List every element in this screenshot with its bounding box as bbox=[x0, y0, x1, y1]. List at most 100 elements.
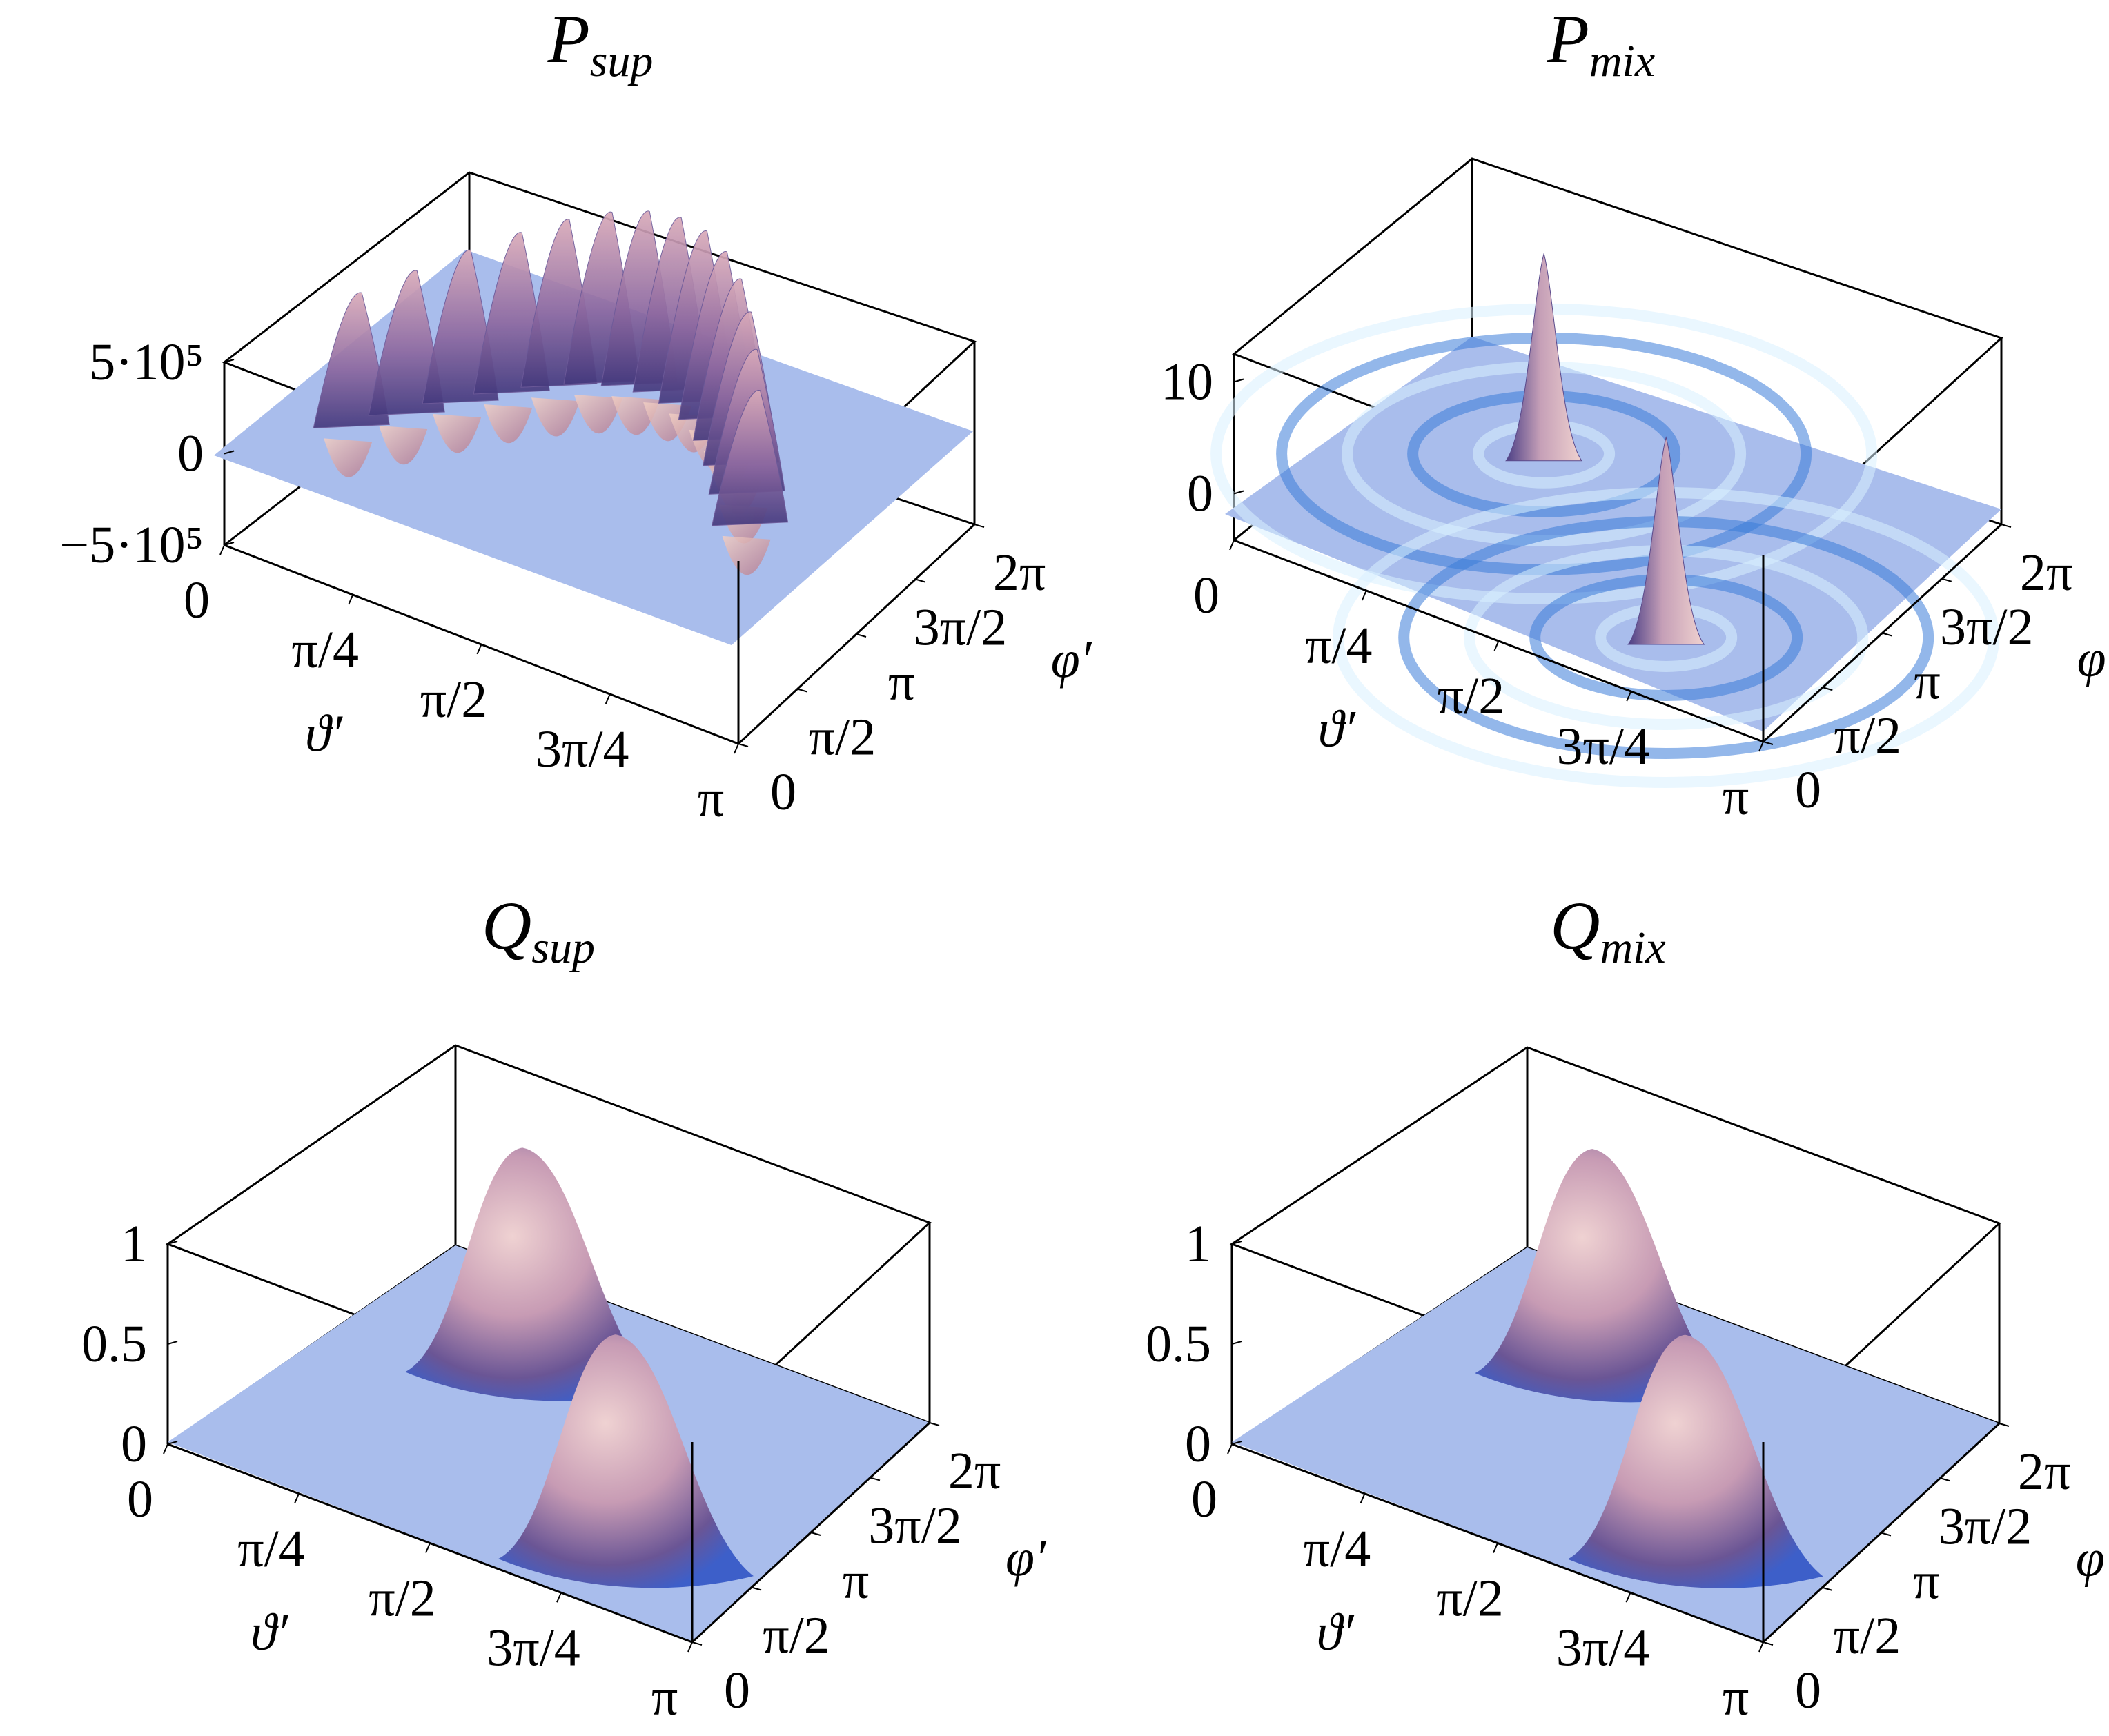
phi-axis-label: φ′ bbox=[2077, 630, 2109, 688]
theta-tick-mark bbox=[1493, 640, 1500, 651]
phi-tick-mark bbox=[929, 1422, 940, 1426]
phi-tick-mark bbox=[870, 1477, 881, 1481]
phi-tick-label: 3π/2 bbox=[1939, 1497, 2032, 1555]
theta-tick-label: 0 bbox=[127, 1470, 153, 1528]
phi-tick-mark bbox=[1822, 687, 1833, 691]
theta-tick-label: π bbox=[1723, 1668, 1749, 1726]
theta-tick-mark bbox=[1626, 691, 1632, 702]
z-tick-label: 1 bbox=[1185, 1215, 1211, 1273]
phi-axis-label: φ′ bbox=[1006, 1529, 1047, 1587]
z-tick-label: 0 bbox=[1185, 1415, 1211, 1473]
z-tick-label: 0 bbox=[121, 1415, 147, 1473]
surface-ridge-trough bbox=[531, 397, 580, 437]
phi-tick-label: 3π/2 bbox=[1940, 598, 2034, 656]
theta-tick-mark bbox=[1361, 590, 1367, 601]
z-tick-mark bbox=[1233, 378, 1244, 383]
theta-tick-mark bbox=[687, 1641, 693, 1653]
phi-tick-label: 2π bbox=[2020, 544, 2072, 602]
phi-tick-mark bbox=[810, 1532, 821, 1536]
phi-tick-mark bbox=[797, 688, 807, 693]
surface-ridge-trough bbox=[324, 438, 373, 477]
phi-tick-label: π/2 bbox=[1834, 1607, 1901, 1665]
surface-ridge-trough bbox=[379, 425, 428, 465]
phi-tick-mark bbox=[1763, 1641, 1774, 1646]
theta-tick-label: π/4 bbox=[1304, 1520, 1371, 1578]
theta-tick-mark bbox=[734, 743, 739, 754]
theta-tick-mark bbox=[163, 1443, 168, 1454]
theta-tick-mark bbox=[348, 594, 354, 605]
phi-tick-label: 0 bbox=[1795, 1661, 1821, 1719]
phi-tick-label: 3π/2 bbox=[914, 599, 1008, 657]
surface-gaussian-peak bbox=[1567, 1334, 1823, 1588]
theta-axis-label: ϑ′ bbox=[1316, 1604, 1354, 1661]
z-tick-mark bbox=[1231, 1341, 1242, 1345]
phi-tick-mark bbox=[974, 524, 985, 528]
phi-tick-mark bbox=[856, 633, 867, 638]
z-tick-label: 10 bbox=[1161, 353, 1213, 411]
theta-tick-label: π bbox=[651, 1668, 678, 1726]
theta-tick-mark bbox=[1227, 1443, 1233, 1454]
theta-tick-label: π/2 bbox=[420, 671, 488, 729]
theta-tick-mark bbox=[1360, 1493, 1366, 1504]
z-tick-label: 0.5 bbox=[81, 1315, 147, 1373]
theta-tick-label: π/4 bbox=[237, 1520, 305, 1578]
theta-tick-mark bbox=[1758, 1641, 1764, 1653]
surface-plane bbox=[168, 1245, 930, 1642]
theta-tick-mark bbox=[294, 1493, 300, 1504]
panel-title: Qmix bbox=[1550, 887, 1666, 973]
theta-tick-label: π/2 bbox=[1438, 667, 1505, 725]
phi-axis-label: φ′ bbox=[2076, 1529, 2109, 1587]
phi-tick-mark bbox=[1882, 632, 1892, 637]
panel-1: Psup5·10⁵0−5·10⁵0π/4π/23π/4πϑ′0π/2π3π/22… bbox=[59, 1, 1092, 828]
surface-spike-peak bbox=[1627, 436, 1705, 645]
z-tick-label: −5·10⁵ bbox=[59, 516, 204, 574]
z-tick-mark bbox=[224, 450, 235, 455]
phi-tick-mark bbox=[1822, 1586, 1832, 1591]
z-tick-label: 5·10⁵ bbox=[89, 333, 204, 391]
theta-tick-mark bbox=[1229, 540, 1235, 551]
phi-tick-mark bbox=[1763, 741, 1774, 745]
surface-ridge-peak bbox=[711, 390, 789, 526]
z-tick-label: 0.5 bbox=[1146, 1315, 1211, 1373]
phi-tick-label: 2π bbox=[993, 544, 1046, 602]
z-tick-mark bbox=[224, 359, 235, 363]
theta-axis-label: ϑ′ bbox=[1318, 700, 1356, 758]
phi-tick-label: π bbox=[888, 653, 914, 711]
phi-tick-label: π bbox=[1913, 1552, 1939, 1610]
phi-tick-label: 0 bbox=[770, 763, 796, 821]
surface-spike-peak bbox=[1505, 252, 1583, 462]
z-tick-mark bbox=[1231, 1241, 1242, 1245]
z-tick-label: 0 bbox=[177, 425, 204, 483]
theta-tick-label: 0 bbox=[184, 571, 210, 629]
z-tick-mark bbox=[224, 542, 235, 546]
theta-tick-mark bbox=[605, 693, 611, 704]
phi-tick-mark bbox=[691, 1641, 703, 1646]
phi-tick-mark bbox=[1999, 1423, 2010, 1427]
z-tick-mark bbox=[1231, 1441, 1242, 1445]
phi-tick-mark bbox=[1941, 578, 1952, 582]
theta-axis-label: ϑ′ bbox=[251, 1604, 288, 1661]
phi-tick-label: π bbox=[1914, 653, 1940, 711]
theta-tick-label: π/2 bbox=[1436, 1570, 1504, 1628]
surface-gaussian-peak bbox=[498, 1334, 754, 1588]
z-tick-mark bbox=[167, 1341, 178, 1345]
phi-tick-mark bbox=[1881, 1532, 1892, 1537]
panel-title: Psup bbox=[547, 1, 654, 86]
surface-gaussian-peak bbox=[405, 1147, 661, 1401]
phi-tick-label: 2π bbox=[2018, 1443, 2070, 1501]
theta-tick-label: π bbox=[1723, 768, 1749, 826]
theta-tick-mark bbox=[219, 544, 225, 555]
theta-tick-label: π/2 bbox=[369, 1570, 436, 1628]
surface-ridge-trough bbox=[722, 535, 771, 575]
theta-tick-mark bbox=[1625, 1592, 1631, 1603]
phi-tick-label: π/2 bbox=[1834, 707, 1902, 765]
phi-tick-label: 0 bbox=[724, 1661, 750, 1719]
phi-tick-label: 3π/2 bbox=[868, 1497, 962, 1555]
theta-tick-mark bbox=[425, 1543, 431, 1553]
phi-axis-label: φ′ bbox=[1051, 631, 1092, 689]
phi-tick-mark bbox=[1940, 1477, 1950, 1482]
theta-tick-label: 0 bbox=[1191, 1470, 1217, 1528]
